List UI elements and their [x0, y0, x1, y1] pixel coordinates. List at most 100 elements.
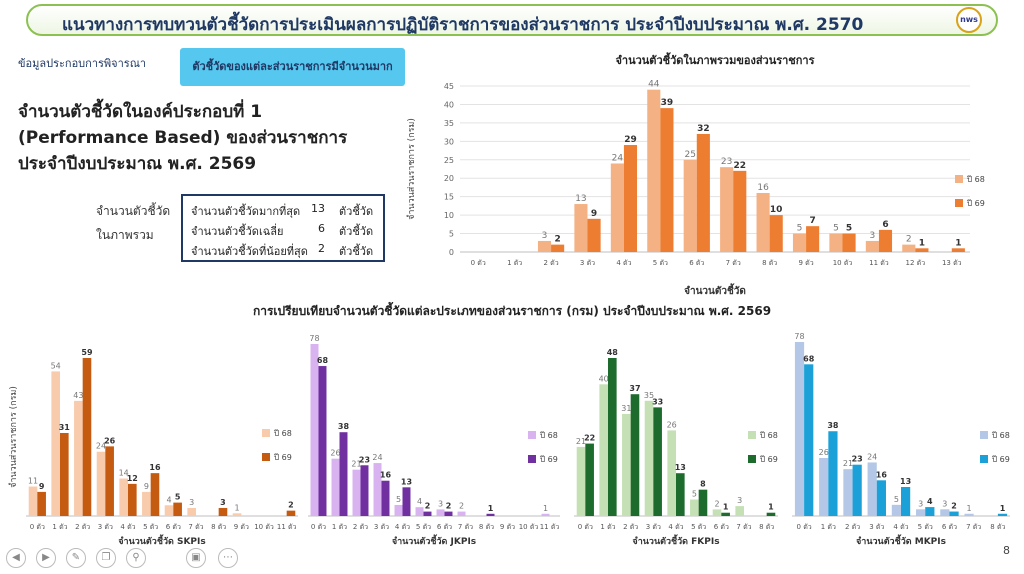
data-label: 9: [39, 482, 45, 491]
data-label: 25: [685, 150, 696, 160]
legend-swatch: [528, 455, 536, 463]
zoom-icon[interactable]: ⚲: [126, 548, 146, 568]
x-tick-label: 3 ตัว: [869, 523, 884, 531]
summary-row-unit: ตัวชี้วัด: [339, 205, 374, 218]
bar: [735, 506, 744, 516]
video-icon[interactable]: ▣: [186, 548, 206, 568]
page-number: 8: [1003, 544, 1010, 557]
bar: [574, 204, 588, 252]
bar: [852, 464, 862, 516]
x-tick-label: 4 ตัว: [616, 259, 631, 267]
x-tick-label: 6 ตัว: [437, 523, 452, 531]
data-label: 1: [723, 503, 729, 512]
legend-swatch: [980, 455, 988, 463]
y-tick-label: 15: [444, 193, 454, 202]
bar: [150, 473, 160, 516]
bar: [74, 400, 83, 516]
data-label: 2: [288, 501, 294, 510]
legend-swatch: [980, 431, 988, 439]
bar: [173, 502, 182, 516]
x-tick-label: 0 ตัว: [797, 523, 812, 531]
data-label: 26: [104, 436, 116, 445]
data-label: 5: [175, 493, 181, 502]
data-label: 24: [867, 452, 877, 461]
x-tick-label: 6 ตัว: [166, 523, 181, 531]
x-tick-label: 5 ตัว: [918, 523, 933, 531]
bar: [733, 170, 747, 252]
data-label: 1: [955, 238, 961, 248]
slide-header: แนวทางการทบทวนตัวชี้วัดการประเมินผลการปฏ…: [26, 4, 998, 36]
bar: [819, 458, 829, 516]
legend-label: ปี 69: [966, 199, 985, 208]
bar: [792, 233, 807, 252]
x-tick-label: 2 ตัว: [845, 523, 860, 531]
bar: [949, 511, 959, 516]
x-tick-label: 3 ตัว: [374, 523, 389, 531]
data-label: 13: [675, 463, 686, 472]
x-tick-label: 0 ตัว: [30, 523, 45, 531]
bar: [843, 469, 853, 516]
x-tick-label: 0 ตัว: [471, 259, 486, 267]
bar: [683, 159, 697, 252]
legend-label: ปี 68: [759, 431, 778, 440]
legend-label: ปี 68: [273, 429, 292, 438]
chart-title: จำนวนตัวชี้วัดในภาพรวมของส่วนราชการ: [615, 52, 814, 67]
data-label: 1: [543, 504, 548, 513]
bar: [940, 509, 950, 516]
bar: [60, 432, 69, 516]
bar: [402, 487, 411, 516]
comparison-section-title: การเปรียบเทียบจำนวนตัวชี้วัดแต่ละประเภทข…: [252, 304, 772, 318]
x-tick-label: 5 ตัว: [653, 259, 668, 267]
bar: [585, 443, 594, 516]
bar: [720, 167, 734, 252]
indicator-tab-button[interactable]: ตัวชี้วัดของแต่ละส่วนราชการมีจำนวนมาก: [180, 48, 405, 86]
data-label: 59: [81, 348, 93, 357]
x-tick-label: 7 ตัว: [726, 259, 741, 267]
bar: [339, 432, 348, 516]
x-tick-label: 7 ตัว: [188, 523, 203, 531]
x-tick-label: 13 ตัว: [942, 259, 962, 267]
bar: [647, 89, 661, 252]
x-tick-label: 8 ตัว: [762, 259, 777, 267]
next-icon[interactable]: ▶: [36, 548, 56, 568]
bar: [623, 145, 638, 252]
x-tick-label: 1 ตัว: [332, 523, 347, 531]
x-tick-label: 1 ตัว: [600, 523, 615, 531]
data-label: 23: [721, 157, 732, 167]
x-axis-title: จำนวนตัวชี้วัด: [684, 283, 746, 297]
copy-icon[interactable]: ❐: [96, 548, 116, 568]
x-tick-label: 11 ตัว: [277, 523, 297, 531]
bar: [436, 509, 445, 516]
bar: [630, 394, 640, 516]
bar: [721, 512, 730, 516]
data-label: 16: [149, 463, 161, 472]
bar: [360, 465, 369, 516]
data-label: 3: [438, 499, 443, 508]
data-label: 9: [591, 209, 597, 219]
x-tick-label: 5 ตัว: [691, 523, 706, 531]
data-label: 16: [876, 470, 888, 479]
pen-icon[interactable]: ✎: [66, 548, 86, 568]
data-label: 5: [692, 490, 697, 499]
x-tick-label: 12 ตัว: [906, 259, 926, 267]
data-label: 48: [607, 348, 619, 357]
x-tick-label: 1 ตัว: [52, 523, 67, 531]
bar: [690, 499, 699, 516]
data-label: 13: [900, 477, 911, 486]
bar: [444, 511, 453, 516]
prev-icon[interactable]: ◀: [6, 548, 26, 568]
bar: [644, 400, 654, 516]
summary-row-label: จำนวนตัวชี้วัดที่น้อยที่สุด: [191, 245, 308, 258]
bar: [142, 491, 151, 516]
data-label: 2: [906, 235, 912, 245]
x-tick-label: 3 ตัว: [646, 523, 661, 531]
x-tick-label: 11 ตัว: [540, 523, 560, 531]
more-icon[interactable]: ⋯: [218, 548, 238, 568]
data-label: 68: [803, 354, 815, 363]
data-label: 7: [809, 216, 815, 226]
bar: [878, 229, 893, 252]
data-label: 68: [317, 356, 329, 365]
heading-line-3: ประจำปีงบประมาณ พ.ศ. 2569: [18, 154, 257, 174]
legend-label: ปี 69: [539, 455, 558, 464]
